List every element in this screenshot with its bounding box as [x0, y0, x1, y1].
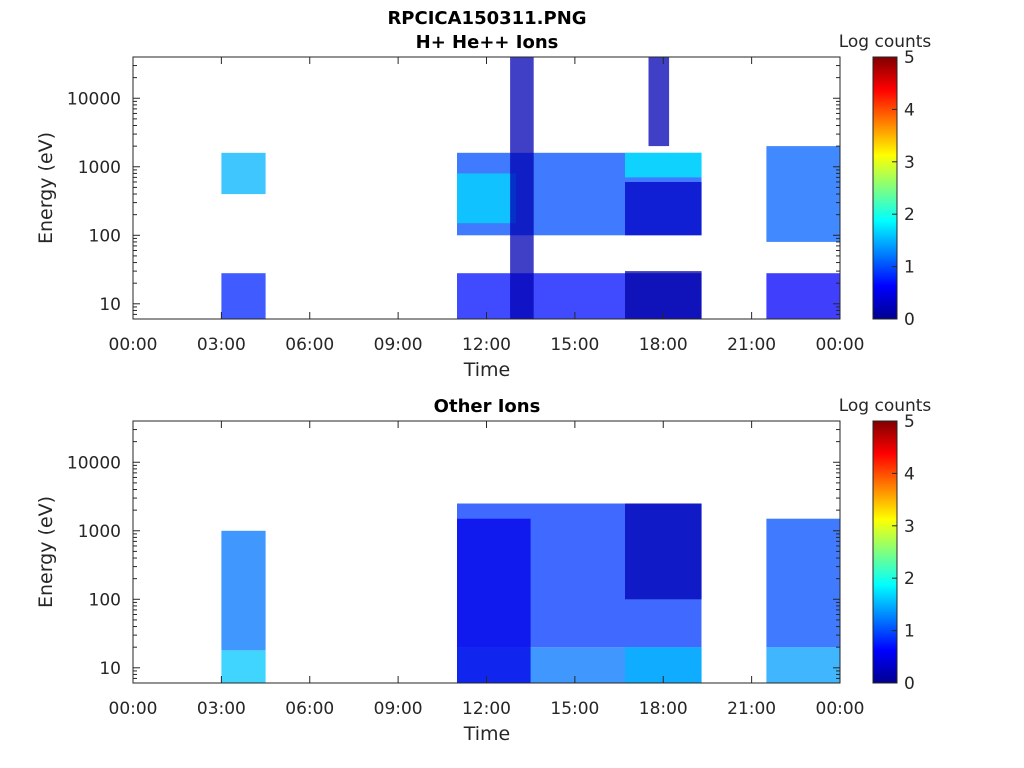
colorbar-tick-label: 0 [904, 310, 915, 330]
colorbar-gradient [872, 420, 898, 684]
figure-title: RPCICA150311.PNG [387, 8, 586, 29]
spectrogram-band [221, 152, 266, 195]
colorbar-ticks: 0 1 2 3 4 5 [892, 412, 915, 694]
spectrogram-band [625, 503, 702, 600]
colorbar-tick-label: 3 [904, 153, 915, 173]
y-tick-label: 100 [89, 226, 121, 246]
x-axis: 00:00 03:00 06:00 09:00 12:00 15:00 18:00 21:00… [109, 57, 865, 355]
spectrogram-band [625, 152, 702, 178]
y-tick-label: 10 [99, 659, 121, 679]
spectrogram-band [625, 182, 702, 236]
x-tick-label: 21:00 [727, 699, 776, 719]
colorbar-tick-label: 2 [904, 205, 915, 225]
x-tick-label: 00:00 [816, 335, 865, 355]
y-tick-label: 100 [89, 590, 121, 610]
x-tick-label: 18:00 [639, 335, 688, 355]
colorbar: Log counts 0 1 2 3 4 5 [839, 396, 932, 694]
x-tick-label: 09:00 [374, 335, 423, 355]
y-axis-label: Energy (eV) [35, 496, 57, 608]
y-tick-label: 10 [99, 295, 121, 315]
x-tick-label: 15:00 [550, 335, 599, 355]
colorbar: Log counts 0 1 2 3 4 5 [839, 32, 932, 330]
spectrogram-band [510, 57, 534, 319]
colorbar-label: Log counts [839, 32, 932, 52]
x-axis-label: Time [463, 359, 511, 381]
x-tick-label: 00:00 [109, 699, 158, 719]
spectrogram-bands [221, 503, 840, 683]
colorbar-tick-label: 5 [904, 412, 915, 432]
spectrogram-band [457, 173, 516, 224]
colorbar-tick-label: 1 [904, 258, 915, 278]
spectrogram-band [625, 271, 702, 319]
colorbar-tick-label: 3 [904, 517, 915, 537]
x-tick-label: 18:00 [639, 699, 688, 719]
x-tick-label: 06:00 [285, 699, 334, 719]
x-tick-label: 12:00 [462, 699, 511, 719]
x-tick-label: 03:00 [197, 335, 246, 355]
spectrogram-band [766, 518, 840, 648]
colorbar-gradient [872, 56, 898, 320]
x-axis-label: Time [463, 723, 511, 745]
y-axis-label: Energy (eV) [35, 132, 57, 244]
panel-title: H+ He++ Ions [416, 32, 559, 53]
y-axis: 10 100 1000 10000 [67, 420, 840, 684]
y-tick-label: 1000 [78, 158, 121, 178]
x-tick-label: 12:00 [462, 335, 511, 355]
colorbar-tick-label: 4 [904, 100, 915, 120]
spectrogram-band [766, 273, 840, 319]
x-tick-label: 21:00 [727, 335, 776, 355]
spectrogram-band [221, 273, 266, 319]
x-axis: 00:00 03:00 06:00 09:00 12:00 15:00 18:00 21:00… [109, 421, 865, 719]
colorbar-label: Log counts [839, 396, 932, 416]
spectrogram-band [221, 650, 266, 683]
y-axis: 10 100 1000 10000 [67, 56, 840, 320]
colorbar-tick-label: 1 [904, 622, 915, 642]
colorbar-tick-label: 0 [904, 674, 915, 694]
colorbar-tick-label: 2 [904, 569, 915, 589]
colorbar-tick-label: 4 [904, 464, 915, 484]
x-tick-label: 15:00 [550, 699, 599, 719]
x-tick-label: 09:00 [374, 699, 423, 719]
x-tick-label: 06:00 [285, 335, 334, 355]
x-tick-label: 03:00 [197, 699, 246, 719]
spectrogram-bands [221, 57, 840, 319]
panel-title: Other Ions [434, 396, 541, 417]
y-tick-label: 1000 [78, 522, 121, 542]
y-tick-label: 10000 [67, 89, 121, 109]
spectrogram-band [766, 146, 840, 242]
x-tick-label: 00:00 [109, 335, 158, 355]
y-tick-label: 10000 [67, 453, 121, 473]
colorbar-tick-label: 5 [904, 48, 915, 68]
spectrogram-band [221, 530, 266, 651]
x-tick-label: 00:00 [816, 699, 865, 719]
spectrogram-band [766, 647, 840, 683]
spectrogram-band [648, 57, 670, 147]
spectrogram-band [457, 518, 531, 683]
colorbar-ticks: 0 1 2 3 4 5 [892, 48, 915, 330]
